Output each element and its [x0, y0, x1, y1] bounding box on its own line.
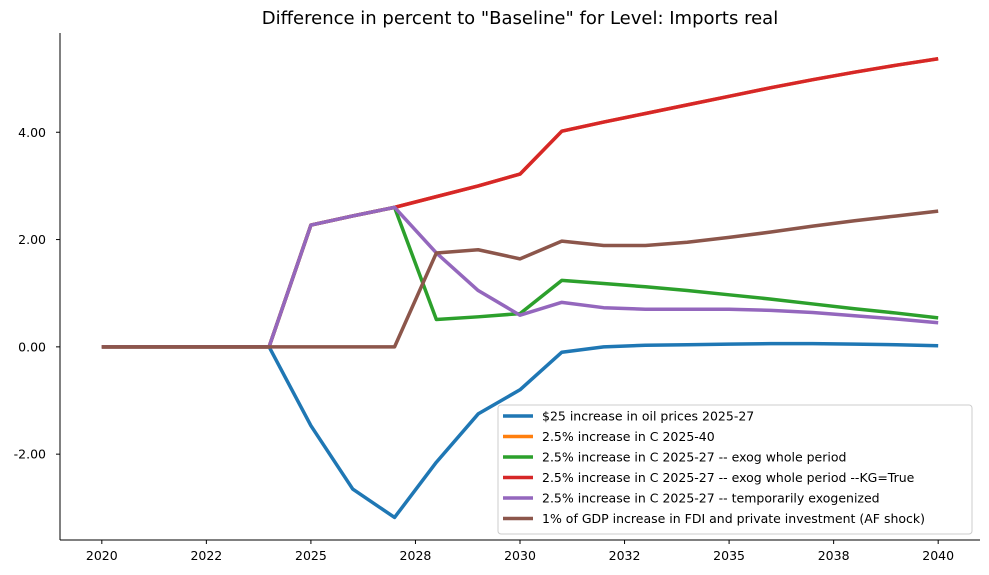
legend: $25 increase in oil prices 2025-27 2.5% i…: [497, 404, 973, 535]
x-tick-label: 2030: [504, 548, 536, 563]
legend-label: 2.5% increase in C 2025-40: [542, 429, 715, 444]
series-line-3: [101, 205, 939, 349]
x-tick-label: 2028: [400, 548, 432, 563]
chart-title: Difference in percent to "Baseline" for …: [262, 8, 778, 29]
axes: 2020 2022 2025 2028 2030 2032 2035 2038 2040 -2.0…: [14, 33, 980, 563]
legend-label: 2.5% increase in C 2025-27 -- exog whole…: [542, 450, 846, 465]
legend-label: 1% of GDP increase in FDI and private in…: [542, 511, 925, 526]
x-tick-label: 2035: [713, 548, 745, 563]
legend-label: 2.5% increase in C 2025-27 -- exog whole…: [542, 470, 915, 485]
series-lines: [101, 57, 939, 520]
y-tick-label: 0.00: [18, 339, 46, 354]
x-tick-label: 2038: [818, 548, 850, 563]
x-tick-label: 2025: [295, 548, 327, 563]
series-line-6: [101, 209, 939, 349]
legend-label: 2.5% increase in C 2025-27 -- temporaril…: [542, 491, 880, 506]
legend-box: [497, 404, 973, 535]
x-tick-label: 2020: [86, 548, 118, 563]
x-tick-label: 2032: [609, 548, 641, 563]
x-tick-label: 2040: [922, 548, 954, 563]
x-tick-label: 2022: [190, 548, 222, 563]
y-tick-label: 2.00: [18, 232, 46, 247]
y-tick-label: 4.00: [18, 125, 46, 140]
legend-label: $25 increase in oil prices 2025-27: [542, 409, 754, 424]
y-tick-label: -2.00: [14, 447, 46, 462]
series-line-5: [101, 205, 939, 349]
